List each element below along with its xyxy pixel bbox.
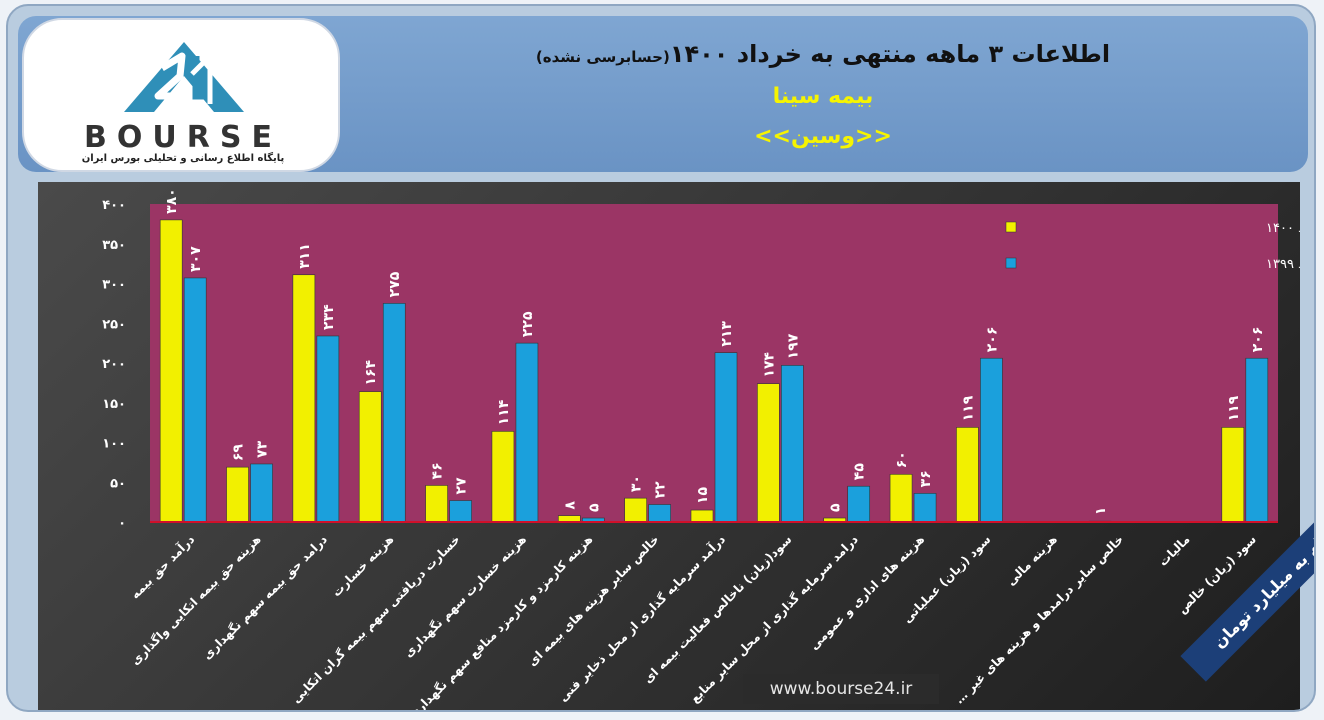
x-tick-label: هزینه خسارت سهم نگهداری bbox=[401, 532, 529, 660]
data-label: ۶۹ bbox=[231, 444, 247, 462]
x-tick-label: هزینه های اداری و عمومی bbox=[807, 532, 928, 653]
bar bbox=[449, 500, 472, 523]
data-label: ۸ bbox=[562, 501, 578, 510]
data-label: ۲۷ bbox=[454, 477, 470, 495]
data-label: ۱۱۴ bbox=[496, 399, 512, 425]
bar bbox=[1221, 427, 1245, 523]
bar bbox=[913, 493, 937, 523]
x-tick-label: سود(زیان) ناخالص فعالیت بیمه ای bbox=[641, 532, 795, 686]
y-tick-label: ۲۵۰ bbox=[102, 317, 126, 332]
data-label: ۳۰ bbox=[629, 475, 645, 492]
bar bbox=[292, 274, 316, 523]
data-label: ۲۰۶ bbox=[984, 327, 1000, 353]
bar bbox=[714, 352, 738, 523]
bar bbox=[781, 365, 804, 523]
data-label: ۷۳ bbox=[255, 440, 271, 458]
bar bbox=[382, 303, 406, 523]
data-label: ۱۱۹ bbox=[960, 395, 976, 421]
logo-wordmark: BOURSE bbox=[84, 120, 282, 155]
website-url[interactable]: www.bourse24.ir bbox=[743, 674, 939, 704]
bar bbox=[250, 463, 273, 523]
bar-chart: ۰ ۵۰ ۱۰۰ ۱۵۰ ۲۰۰ ۲۵۰ ۳۰۰ ۳۵۰ ۴۰۰ ۳۸۰ ۶۹ ۳۱۱ ۱۶۴ ۴۶ ۱۱۴… bbox=[102, 188, 1314, 710]
y-tick-label: ۰ bbox=[118, 516, 126, 531]
logo-tagline: پایگاه اطلاع رسانی و تحلیلی بورس ایران bbox=[81, 153, 285, 164]
data-label: ۱۵ bbox=[695, 487, 711, 505]
data-label: ۳۸۰ bbox=[164, 188, 180, 214]
data-label: ۳۶ bbox=[918, 470, 934, 487]
bar bbox=[648, 504, 671, 523]
y-tick-label: ۱۵۰ bbox=[102, 397, 126, 412]
bar bbox=[980, 357, 1003, 523]
data-label: ۵ bbox=[586, 503, 602, 512]
data-label: ۴۶ bbox=[430, 462, 446, 479]
bar bbox=[491, 431, 515, 523]
y-tick-label: ۵۰ bbox=[110, 476, 126, 491]
data-label: ۲۲۵ bbox=[520, 311, 536, 337]
y-tick-label: ۳۰۰ bbox=[102, 278, 126, 293]
x-tick-label: هزینه خسارت bbox=[329, 532, 396, 599]
bar bbox=[1245, 357, 1269, 523]
x-tick-label: درآمد حق بیمه bbox=[127, 532, 197, 602]
bar bbox=[889, 473, 913, 523]
bar bbox=[358, 391, 382, 523]
data-label: ۱۱۹ bbox=[1226, 395, 1242, 421]
y-tick-label: ۴۰۰ bbox=[102, 198, 126, 213]
x-tick-label: درامد حق بیمه سهم نگهداری bbox=[200, 532, 330, 662]
y-tick-label: ۳۵۰ bbox=[102, 238, 126, 253]
company-name: بیمه سینا bbox=[772, 84, 874, 109]
data-label: ۳۰۷ bbox=[188, 246, 204, 272]
legend-swatch bbox=[1005, 257, 1017, 269]
data-label: ۱ bbox=[1093, 507, 1109, 516]
ticker-symbol: <<وسین>> bbox=[754, 124, 892, 149]
bar bbox=[690, 509, 714, 523]
title-main-text: اطلاعات ۳ ماهه منتهی به خرداد ۱۴۰۰ bbox=[669, 40, 1111, 68]
bar bbox=[316, 335, 340, 523]
data-label: ۵ bbox=[828, 503, 844, 512]
data-label: ۶۰ bbox=[894, 451, 910, 468]
bar bbox=[624, 497, 647, 523]
logo: BOURSE پایگاه اطلاع رسانی و تحلیلی بورس … bbox=[22, 18, 340, 172]
x-tick-label: مالیات bbox=[1156, 532, 1193, 569]
data-label: ۲۱۳ bbox=[719, 321, 735, 347]
bar bbox=[226, 466, 249, 523]
bar bbox=[159, 219, 183, 523]
data-label: ۲۷۵ bbox=[387, 271, 403, 297]
logo-mark-icon bbox=[124, 42, 244, 112]
bar bbox=[183, 277, 207, 523]
bar bbox=[425, 485, 448, 523]
bar bbox=[757, 383, 780, 523]
data-label: ۳۱۱ bbox=[297, 243, 313, 269]
page-frame: BOURSE پایگاه اطلاع رسانی و تحلیلی بورس … bbox=[6, 4, 1316, 712]
legend-swatch bbox=[1005, 221, 1017, 233]
data-label: ۲۳۴ bbox=[321, 304, 337, 330]
y-tick-label: ۲۰۰ bbox=[102, 357, 126, 372]
y-tick-label: ۱۰۰ bbox=[102, 437, 126, 452]
data-label: ۱۶۴ bbox=[363, 360, 379, 386]
data-label: ۱۷۴ bbox=[761, 352, 777, 378]
chart-panel: ۰ ۵۰ ۱۰۰ ۱۵۰ ۲۰۰ ۲۵۰ ۳۰۰ ۳۵۰ ۴۰۰ ۳۸۰ ۶۹ ۳۱۱ ۱۶۴ ۴۶ ۱۱۴… bbox=[38, 182, 1314, 710]
data-label: ۱۹۷ bbox=[785, 333, 801, 359]
x-tick-label: خالص سایر هزینه های بیمه ای bbox=[525, 532, 662, 669]
bar bbox=[956, 427, 979, 523]
title-sub-text: (حسابرسی نشده) bbox=[535, 48, 670, 66]
x-tick-label: هزینه حق بیمه اتکایی واگذاری bbox=[128, 532, 264, 668]
data-label: ۲۰۶ bbox=[1250, 327, 1266, 353]
x-tick-label: هزینه مالی bbox=[1004, 532, 1060, 588]
data-label: ۲۲ bbox=[653, 481, 669, 499]
page-title: اطلاعات ۳ ماهه منتهی به خرداد ۱۴۰۰(حسابر… bbox=[348, 40, 1298, 68]
bar bbox=[515, 342, 539, 523]
bar bbox=[847, 485, 871, 523]
data-label: ۴۵ bbox=[852, 463, 868, 481]
